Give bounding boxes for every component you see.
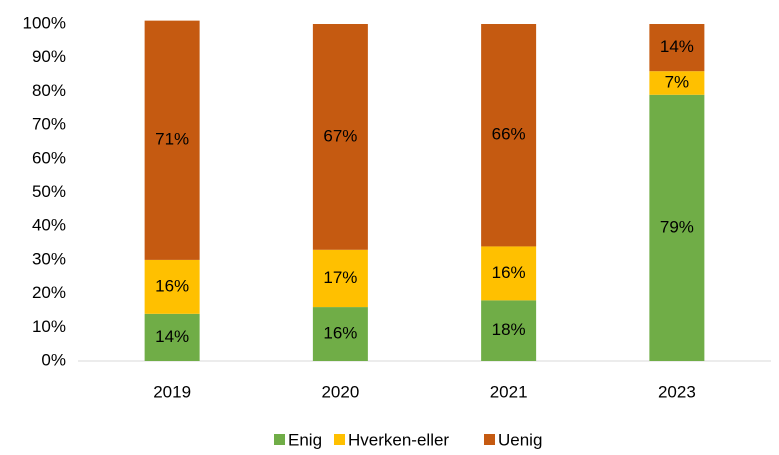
y-tick-label: 40% bbox=[32, 216, 66, 235]
data-label: 14% bbox=[155, 327, 189, 346]
data-label: 17% bbox=[323, 268, 357, 287]
data-label: 18% bbox=[492, 320, 526, 339]
y-tick-label: 90% bbox=[32, 47, 66, 66]
legend-swatch bbox=[334, 434, 345, 445]
bar-segment bbox=[312, 24, 368, 250]
bar-segment bbox=[312, 249, 368, 308]
y-tick-label: 100% bbox=[23, 13, 66, 32]
data-label: 16% bbox=[323, 324, 357, 343]
bar-segment bbox=[481, 24, 537, 247]
data-label: 14% bbox=[660, 37, 694, 56]
bar-segment bbox=[481, 246, 537, 301]
data-label: 66% bbox=[492, 125, 526, 144]
y-tick-label: 20% bbox=[32, 283, 66, 302]
bar-segment bbox=[649, 24, 705, 72]
legend-label: Uenig bbox=[498, 430, 542, 449]
y-tick-label: 80% bbox=[32, 81, 66, 100]
legend-label: Hverken-eller bbox=[348, 430, 449, 449]
bar-segment bbox=[649, 71, 705, 95]
data-label: 7% bbox=[665, 72, 690, 91]
legend-label: Enig bbox=[288, 430, 322, 449]
y-tick-label: 60% bbox=[32, 148, 66, 167]
y-tick-label: 0% bbox=[41, 350, 66, 369]
x-tick-label: 2023 bbox=[658, 382, 696, 401]
legend-swatch bbox=[484, 434, 495, 445]
y-tick-label: 10% bbox=[32, 317, 66, 336]
y-tick-label: 30% bbox=[32, 249, 66, 268]
bar-segment bbox=[481, 300, 537, 361]
bar-segment bbox=[312, 307, 368, 361]
data-label: 67% bbox=[323, 126, 357, 145]
data-label: 16% bbox=[492, 263, 526, 282]
data-label: 79% bbox=[660, 217, 694, 236]
x-tick-label: 2019 bbox=[153, 382, 191, 401]
y-tick-label: 50% bbox=[32, 182, 66, 201]
data-label: 71% bbox=[155, 130, 189, 149]
x-tick-label: 2021 bbox=[490, 382, 528, 401]
bar-segment bbox=[649, 94, 705, 362]
y-tick-label: 70% bbox=[32, 115, 66, 134]
data-label: 16% bbox=[155, 276, 189, 295]
x-tick-label: 2020 bbox=[321, 382, 359, 401]
bar-segment bbox=[144, 259, 200, 314]
bar-segment bbox=[144, 313, 200, 361]
bar-segment bbox=[144, 20, 200, 260]
legend-swatch bbox=[274, 434, 285, 445]
